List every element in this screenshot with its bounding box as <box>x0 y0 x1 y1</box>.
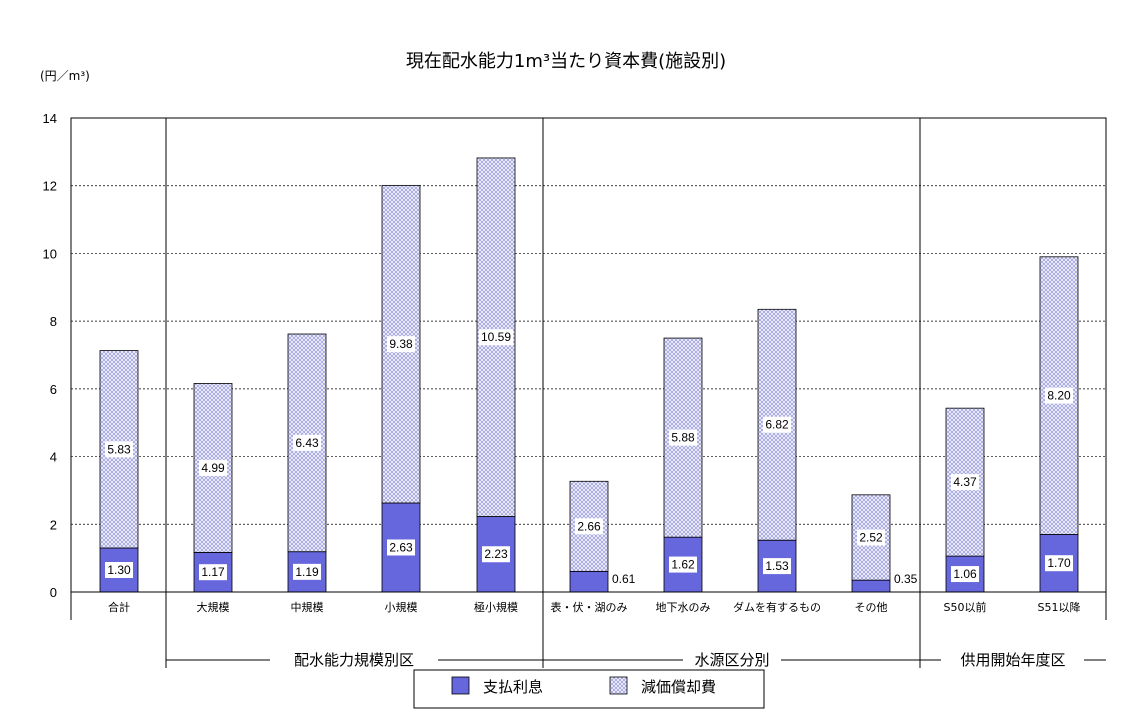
category-label: 大規模 <box>197 600 230 614</box>
data-label-box <box>199 459 227 476</box>
legend-swatch-depreciation <box>609 676 628 695</box>
legend-swatch-interest <box>451 676 470 695</box>
category-label: その他 <box>855 601 888 614</box>
group-label: 配水能力規模別区 <box>294 651 414 669</box>
data-label-depreciation: 2.66 <box>577 519 601 533</box>
data-label-box <box>1045 387 1073 404</box>
plot-frame <box>70 117 1107 668</box>
y-tick-label: 8 <box>50 314 57 329</box>
data-label-interest: 1.06 <box>953 567 977 581</box>
data-label-depreciation: 4.99 <box>201 461 225 475</box>
legend-box <box>413 669 765 709</box>
data-label-box <box>482 546 510 563</box>
category-labels: 合計 大規模 中規模 小規模 極小規模 表・伏・湖のみ 地下水のみ ダムを有するもの その他 S5… <box>108 600 1080 614</box>
legend: 支払利息 減価償却費 <box>413 669 765 709</box>
group-labels: 配水能力規模別区 水源区分別 供用開始年度区 <box>166 651 1106 669</box>
category-label: 極小規模 <box>474 600 518 614</box>
y-unit-label: (円／m³) <box>40 69 90 83</box>
data-label-box <box>575 518 603 535</box>
y-tick-label: 6 <box>50 382 57 397</box>
data-label-box <box>669 429 697 446</box>
category-label: S50以前 <box>944 600 987 614</box>
data-label-interest: 0.61 <box>612 572 636 586</box>
y-tick-label: 2 <box>50 517 57 532</box>
data-label-box <box>763 558 791 575</box>
data-label-depreciation: 6.43 <box>295 436 319 450</box>
plot-border <box>70 117 1107 593</box>
data-label-depreciation: 8.20 <box>1047 389 1071 403</box>
data-label-interest: 1.19 <box>295 565 319 579</box>
data-label-interest: 0.35 <box>894 572 918 586</box>
chart-title: 現在配水能力1m³当たり資本費(施設別) <box>406 51 726 72</box>
data-label-interest: 2.63 <box>389 540 413 554</box>
data-label-box <box>857 529 885 546</box>
data-label-box <box>293 434 321 451</box>
y-tick-label: 0 <box>50 585 57 600</box>
data-label-depreciation: 4.37 <box>953 475 977 489</box>
y-axis-ticks: 0 2 4 6 8 10 12 14 <box>43 111 57 600</box>
data-label-box <box>105 441 133 458</box>
data-label-depreciation: 10.59 <box>481 330 511 344</box>
data-label-interest: 1.17 <box>201 565 225 579</box>
data-label-box <box>105 561 133 578</box>
data-label-depreciation: 6.82 <box>765 418 789 432</box>
category-label: 小規模 <box>385 600 418 614</box>
group-label: 供用開始年度区 <box>960 651 1065 669</box>
data-label-box <box>479 329 513 346</box>
category-label: S51以降 <box>1038 600 1081 614</box>
data-label-box <box>951 566 979 583</box>
data-labels: 1.30 5.83 1.17 4.99 1.19 6.43 2.63 9.38 2.23 10.5… <box>105 329 1073 586</box>
data-label-box <box>951 474 979 491</box>
data-label-box <box>669 556 697 573</box>
category-label: ダムを有するもの <box>733 600 821 614</box>
y-tick-label: 4 <box>50 450 57 465</box>
data-label-interest: 1.62 <box>671 558 695 572</box>
data-label-box <box>387 539 415 556</box>
y-tick-label: 10 <box>43 246 57 261</box>
y-tick-label: 12 <box>43 179 57 194</box>
data-label-box <box>293 563 321 580</box>
category-label: 中規模 <box>291 600 324 614</box>
group-label: 水源区分別 <box>694 651 769 669</box>
category-label: 合計 <box>108 600 130 614</box>
legend-label-depreciation: 減価償却費 <box>641 678 716 696</box>
data-label-depreciation: 5.88 <box>671 431 695 445</box>
y-tick-label: 14 <box>43 111 57 126</box>
data-label-depreciation: 9.38 <box>389 337 413 351</box>
category-label: 地下水のみ <box>656 601 711 614</box>
data-label-interest: 1.30 <box>107 563 131 577</box>
data-label-box <box>199 564 227 581</box>
category-label: 表・伏・湖のみ <box>551 600 628 614</box>
legend-label-interest: 支払利息 <box>483 678 543 696</box>
bar-interest <box>569 570 609 593</box>
data-label-depreciation: 5.83 <box>107 442 131 456</box>
data-label-interest: 2.23 <box>484 547 508 561</box>
data-label-box <box>763 416 791 433</box>
data-label-interest: 1.70 <box>1047 556 1071 570</box>
data-label-box <box>1045 555 1073 572</box>
bar-interest <box>851 579 891 593</box>
data-label-interest: 1.53 <box>765 559 789 573</box>
data-label-depreciation: 2.52 <box>859 530 883 544</box>
data-label-box <box>387 336 415 353</box>
